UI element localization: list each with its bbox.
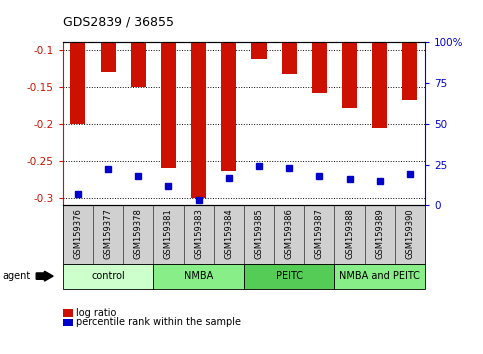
Bar [161,42,176,168]
Bar [131,42,146,87]
Bar [191,42,206,198]
Bar [100,42,115,72]
Text: control: control [91,271,125,281]
Bar [252,42,267,59]
Text: log ratio: log ratio [76,308,117,318]
Bar [282,42,297,74]
Bar [71,42,85,124]
Text: NMBA and PEITC: NMBA and PEITC [340,271,420,281]
Bar [312,42,327,93]
Text: percentile rank within the sample: percentile rank within the sample [76,318,242,327]
Bar [221,42,236,171]
Text: PEITC: PEITC [276,271,303,281]
Bar [342,42,357,108]
Text: GDS2839 / 36855: GDS2839 / 36855 [63,15,174,28]
Bar [402,42,417,100]
Text: agent: agent [2,271,30,281]
Text: NMBA: NMBA [184,271,213,281]
Bar [372,42,387,127]
